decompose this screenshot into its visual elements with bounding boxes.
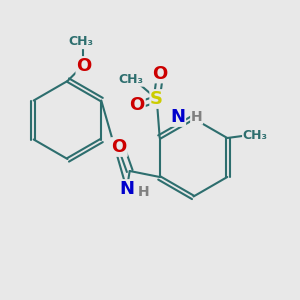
Text: O: O <box>130 96 145 114</box>
Text: CH₃: CH₃ <box>119 73 144 86</box>
Text: N: N <box>170 108 185 126</box>
Text: H: H <box>191 110 203 124</box>
Text: O: O <box>152 64 167 82</box>
Text: H: H <box>137 185 149 199</box>
Text: CH₃: CH₃ <box>243 128 268 142</box>
Text: O: O <box>76 57 92 75</box>
Text: CH₃: CH₃ <box>68 35 94 49</box>
Text: S: S <box>150 90 163 108</box>
Text: N: N <box>119 180 134 198</box>
Text: O: O <box>112 138 127 156</box>
